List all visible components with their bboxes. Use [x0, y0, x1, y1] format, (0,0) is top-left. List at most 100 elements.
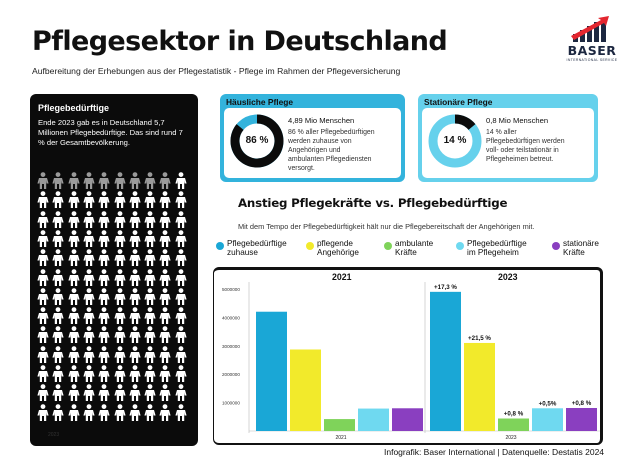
person-icon: [83, 172, 95, 189]
person-icon: [98, 384, 110, 402]
legend-swatch: [384, 242, 392, 250]
person-icon: [52, 172, 64, 189]
bar-2023-4: [566, 407, 597, 431]
person-icon: [67, 307, 80, 325]
person-icon: [159, 326, 171, 344]
person-icon: [98, 230, 110, 247]
person-icon: [67, 326, 80, 344]
person-icon: [144, 307, 156, 325]
person-icon: [52, 191, 64, 209]
person-icon: [83, 210, 95, 228]
person-icon: [159, 249, 171, 267]
person-icon: [67, 172, 80, 189]
person-icon: [113, 384, 126, 402]
person-icon: [67, 210, 80, 228]
logo-arrow-icon: [571, 16, 609, 42]
stationary-care-desc: 14 % aller Pflegebedürftigen werden voll…: [486, 128, 565, 164]
person-icon: [52, 326, 64, 344]
person-icon: [52, 287, 64, 305]
person-icon: [144, 287, 156, 305]
needs-panel-text: Ende 2023 gab es in Deutschland 5,7 Mill…: [38, 118, 183, 148]
person-icon: [83, 307, 95, 325]
person-icon: [159, 268, 171, 286]
person-icon: [52, 210, 64, 228]
bar-change-label: +0,8 %: [504, 411, 524, 418]
person-icon: [113, 345, 126, 363]
chart-frame: [213, 267, 603, 445]
home-care-desc: 86 % aller Pflegebedürftigen werden zuha…: [288, 128, 375, 173]
person-icon: [175, 365, 187, 382]
stationary-care-count: 0,8 Mio Menschen: [486, 116, 549, 125]
person-icon: [144, 384, 156, 402]
home-care-desc-line: Angehörigen und: [288, 147, 341, 154]
bar-change-label: +21,5 %: [468, 335, 491, 342]
person-icon: [67, 384, 80, 402]
person-icon: [129, 210, 141, 228]
person-icon: [67, 268, 80, 286]
logo-tagline: INTERNATIONAL SERVICE: [566, 58, 618, 62]
person-icon: [129, 268, 141, 286]
person-icon: [129, 345, 141, 363]
person-icon: [37, 345, 49, 363]
legend-label: ambulante Kräfte: [395, 239, 434, 258]
person-icon: [144, 365, 156, 382]
person-icon: [129, 191, 141, 209]
person-icon: [129, 249, 141, 267]
legend-label: stationäre Kräfte: [563, 239, 599, 258]
person-icon: [144, 403, 156, 421]
x-tick-label: 2021: [335, 435, 346, 441]
legend-swatch: [306, 242, 314, 250]
home-care-donut-arc: [230, 114, 284, 168]
person-icon: [52, 345, 64, 363]
person-icon: [37, 210, 49, 228]
person-icon: [37, 191, 49, 209]
legend-swatch: [216, 242, 224, 250]
person-icon: [37, 326, 49, 344]
bar-change-label: +17,3 %: [434, 284, 457, 291]
section-subtitle: Mit dem Tempo der Pflegebedürftigkeit hä…: [238, 222, 535, 231]
bar-2021-3: [358, 408, 389, 431]
person-icon: [159, 210, 171, 228]
baser-logo: BASER INTERNATIONAL SERVICE: [563, 16, 621, 66]
person-icon: [83, 230, 95, 247]
person-icon: [37, 287, 49, 305]
home-care-donut: 86 %: [228, 112, 286, 170]
person-icon: [52, 384, 64, 402]
person-icon: [83, 249, 95, 267]
stationary-care-donut: 14 %: [426, 112, 484, 170]
person-icon: [83, 365, 95, 382]
person-icon: [129, 307, 141, 325]
home-care-percent: 86 %: [245, 135, 269, 146]
bar-2023-3: [532, 408, 563, 431]
person-icon: [52, 307, 64, 325]
y-tick-label: 5000000: [222, 287, 240, 292]
person-icon: [67, 365, 80, 382]
legend-swatch: [552, 242, 560, 250]
logo-name: BASER: [567, 43, 617, 58]
person-icon: [175, 345, 187, 363]
y-tick-label: 4000000: [222, 315, 240, 320]
person-icon: [98, 326, 110, 344]
person-icon: [98, 365, 110, 382]
bar-2021-4: [392, 408, 423, 431]
person-icon: [52, 365, 64, 382]
legend-label: Pflegebedürftige im Pflegeheim: [467, 239, 527, 258]
person-icon: [67, 230, 80, 247]
needs-panel-footer: 2023: [48, 432, 60, 438]
y-tick-label: 2000000: [222, 372, 240, 377]
person-icon: [159, 403, 171, 421]
page-subtitle: Aufbereitung der Erhebungen aus der Pfle…: [32, 66, 401, 76]
needs-panel: Pflegebedürftige Ende 2023 gab es in Deu…: [30, 94, 198, 446]
person-icon: [83, 345, 95, 363]
person-icon: [144, 230, 156, 247]
person-icon: [98, 249, 110, 267]
person-icon: [129, 172, 141, 189]
person-icon: [159, 384, 171, 402]
person-icon: [83, 268, 95, 286]
person-icon: [67, 191, 80, 209]
person-icon: [98, 307, 110, 325]
stationary-care-desc-line: voll- oder teilstationär in: [486, 147, 559, 154]
home-care-count: 4,89 Mio Menschen: [288, 116, 355, 125]
bar-change-label: +0,8 %: [572, 400, 592, 407]
bar-2021-2: [324, 419, 355, 431]
